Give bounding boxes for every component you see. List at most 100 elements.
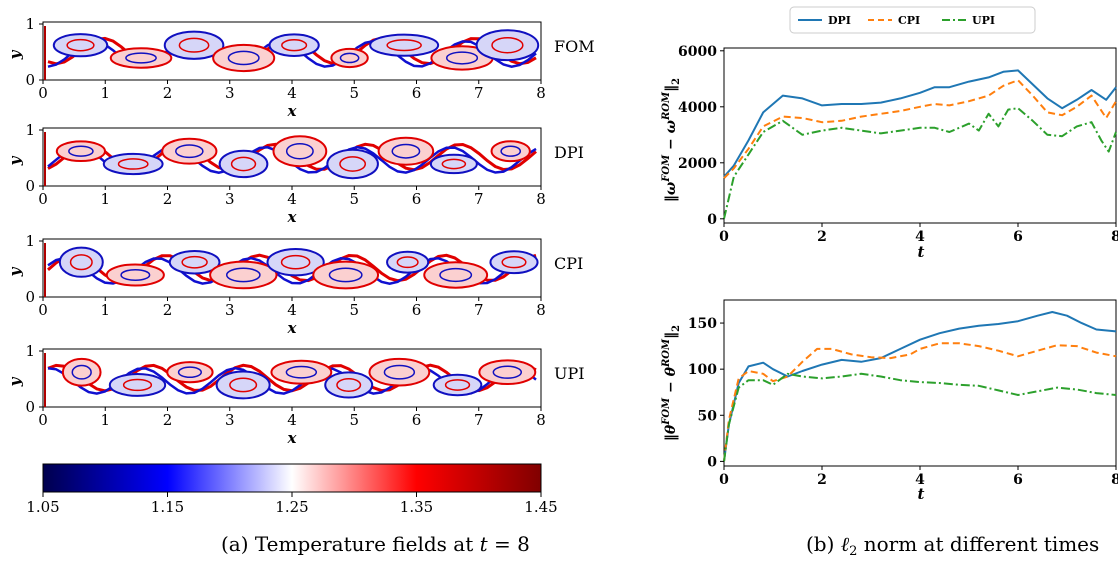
eddy bbox=[377, 136, 435, 166]
eddy-core bbox=[396, 256, 419, 269]
legend-dpi-label: DPI bbox=[828, 14, 851, 27]
omega-plot-frame bbox=[723, 47, 1117, 224]
eddy-core bbox=[491, 36, 524, 54]
x-axis-label: x bbox=[287, 319, 298, 337]
colorbar-gradient bbox=[42, 463, 542, 493]
eddy bbox=[163, 30, 225, 60]
y-axis-label: y bbox=[6, 266, 24, 277]
x-tick-label: 7 bbox=[474, 84, 484, 102]
x-tick-label: 5 bbox=[349, 84, 359, 102]
x-tick-label: 0 bbox=[38, 301, 48, 319]
eddy bbox=[423, 261, 489, 289]
y-tick-label: 0 bbox=[707, 454, 717, 470]
eddy bbox=[326, 148, 379, 180]
eddy-core bbox=[120, 268, 151, 281]
y-tick-label: 0 bbox=[25, 288, 35, 306]
field-panel-fom: 0 1 2 3 4 5 6 7 8 0 1 x y FOM bbox=[6, 15, 595, 120]
x-tick-label: 8 bbox=[536, 301, 546, 319]
eddy bbox=[215, 370, 271, 400]
x-tick-label: 8 bbox=[1111, 472, 1118, 488]
field-panel-upi: 0 1 2 3 4 5 6 7 8 0 1 x y UPI bbox=[6, 342, 585, 447]
x-tick-label: 7 bbox=[474, 411, 484, 429]
theta-xlabel: t bbox=[918, 485, 925, 503]
eddy bbox=[330, 47, 369, 69]
eddy-core bbox=[336, 377, 362, 392]
y-tick-label: 1 bbox=[25, 15, 35, 33]
y-tick-label: 1 bbox=[25, 232, 35, 250]
legend: DPI CPI UPI bbox=[789, 6, 1036, 34]
y-axis-label: y bbox=[6, 49, 24, 60]
eddy-core bbox=[285, 142, 314, 160]
theta-ylabel: ‖θFOM − θROM‖2 bbox=[661, 325, 682, 441]
eddy-core bbox=[391, 143, 421, 159]
eddy-core bbox=[177, 366, 203, 378]
panel-label: FOM bbox=[554, 37, 595, 56]
x-tick-label: 0 bbox=[719, 472, 729, 488]
eddy bbox=[489, 250, 539, 275]
x-tick-label: 6 bbox=[412, 84, 422, 102]
field-panel-dpi: 0 1 2 3 4 5 6 7 8 0 1 x y DPI bbox=[6, 121, 584, 226]
x-axis-label: x bbox=[287, 208, 298, 226]
series-upi bbox=[723, 372, 1117, 462]
eddy-core bbox=[339, 156, 367, 172]
colorbar: 1.05 1.15 1.25 1.35 1.45 bbox=[26, 463, 558, 516]
eddy-core bbox=[175, 144, 204, 159]
temperature-fields: 0 1 2 3 4 5 6 7 8 0 1 x y FOM 0 1 2 3 4 5 6 7 8 0 1 x y DPI 0 1 2 3 4 5 6 7… bbox=[6, 15, 595, 447]
eddy bbox=[268, 33, 320, 57]
eddy bbox=[386, 250, 430, 274]
colorbar-tick-label: 1.25 bbox=[275, 498, 308, 516]
eddy-core bbox=[225, 267, 261, 283]
x-tick-label: 6 bbox=[412, 301, 422, 319]
field-panel-cpi: 0 1 2 3 4 5 6 7 8 0 1 x y CPI bbox=[6, 232, 583, 337]
eddy-core bbox=[501, 255, 527, 269]
x-tick-label: 4 bbox=[287, 84, 297, 102]
x-tick-label: 6 bbox=[1013, 229, 1023, 245]
theta-series bbox=[723, 311, 1117, 462]
eddy bbox=[266, 248, 325, 277]
eddy bbox=[368, 357, 431, 387]
x-tick-label: 6 bbox=[412, 190, 422, 208]
y-tick-label: 6000 bbox=[678, 44, 717, 60]
eddy-core bbox=[230, 156, 257, 172]
eddy bbox=[324, 371, 374, 399]
eddy bbox=[55, 140, 107, 163]
caption-a: (a) Temperature fields at t = 8 bbox=[221, 532, 530, 556]
eddy-core bbox=[445, 51, 479, 65]
eddy-core bbox=[444, 379, 471, 391]
x-tick-label: 4 bbox=[287, 190, 297, 208]
eddy bbox=[312, 260, 380, 290]
panel-label: UPI bbox=[554, 364, 585, 383]
x-tick-label: 0 bbox=[38, 190, 48, 208]
x-tick-label: 2 bbox=[163, 84, 173, 102]
eddy-core bbox=[178, 37, 210, 53]
eddy bbox=[61, 357, 102, 387]
x-tick-label: 4 bbox=[287, 411, 297, 429]
eddy bbox=[209, 260, 278, 290]
omega-norm-chart: 0 2 4 6 8 0 2000 4000 6000 t ‖ωFOM − ωROM‖2 bbox=[661, 44, 1118, 261]
eddy bbox=[108, 373, 167, 397]
y-tick-label: 0 bbox=[25, 398, 35, 416]
eddy-core bbox=[68, 145, 94, 157]
eddy-core bbox=[439, 267, 473, 283]
eddy-core bbox=[285, 365, 318, 379]
omega-xlabel: t bbox=[918, 243, 925, 261]
eddy-core bbox=[71, 364, 92, 380]
eddy-core bbox=[227, 50, 260, 66]
colorbar-tick-label: 1.35 bbox=[400, 498, 433, 516]
y-tick-label: 0 bbox=[707, 212, 717, 228]
eddy bbox=[490, 140, 531, 163]
x-tick-label: 1 bbox=[100, 301, 110, 319]
series-upi bbox=[723, 107, 1117, 220]
eddy-core bbox=[281, 39, 308, 52]
eddy bbox=[218, 149, 269, 179]
y-tick-label: 0 bbox=[25, 71, 35, 89]
eddy bbox=[58, 246, 104, 278]
x-tick-label: 4 bbox=[287, 301, 297, 319]
series-dpi bbox=[723, 311, 1117, 462]
eddy-core bbox=[122, 378, 153, 392]
y-tick-label: 150 bbox=[688, 316, 717, 332]
eddy bbox=[105, 263, 165, 287]
legend-box bbox=[789, 6, 1036, 34]
eddy bbox=[161, 137, 218, 165]
